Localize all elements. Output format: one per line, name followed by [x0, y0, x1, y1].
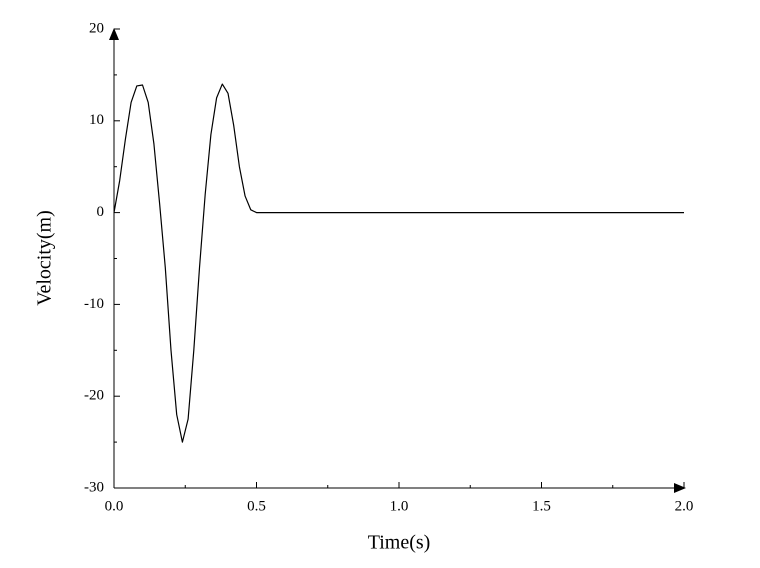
line-series [113, 83, 684, 443]
y-axis-title: Velocity(m) [34, 210, 56, 306]
x-axis-title: Time(s) [368, 532, 431, 554]
y-tick-label: 20 [89, 20, 104, 36]
y-axis-arrow [109, 28, 119, 40]
x-tick-label: 0.5 [247, 498, 266, 514]
x-tick-label: 2.0 [675, 498, 694, 514]
y-tick-label: -10 [84, 296, 104, 312]
x-tick-label: 1.5 [532, 498, 551, 514]
x-tick-label: 0.0 [105, 498, 124, 514]
y-tick-label: -20 [84, 388, 104, 404]
y-tick-label: 0 [97, 204, 105, 220]
x-tick-label: 1.0 [390, 498, 409, 514]
y-tick-label: 10 [89, 112, 104, 128]
axes [109, 28, 686, 493]
y-tick-label: -30 [84, 479, 104, 495]
x-axis-arrow [674, 483, 686, 493]
